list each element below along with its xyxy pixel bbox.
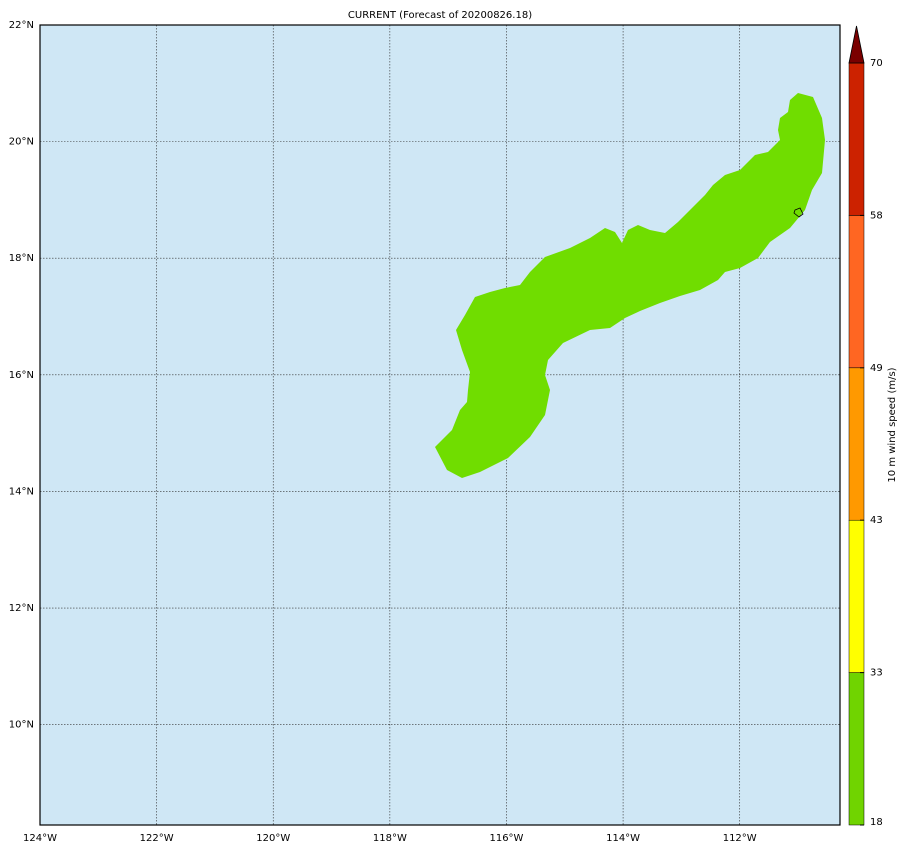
colorbar-segment [848, 367, 865, 521]
colorbar-segment [848, 62, 865, 216]
x-tick-label: 122°W [140, 833, 174, 844]
y-tick-label: 10°N [9, 720, 34, 731]
colorbar-tick-label: 70 [870, 58, 883, 69]
colorbar-segment [848, 215, 865, 369]
colorbar-segment [848, 519, 865, 673]
ocean [40, 25, 840, 825]
island [793, 207, 804, 218]
map-title: CURRENT (Forecast of 20200826.18) [348, 10, 532, 21]
x-tick-label: 114°W [606, 833, 640, 844]
colorbar-tick-label: 43 [870, 515, 883, 526]
x-tick-label: 116°W [489, 833, 523, 844]
y-tick-label: 22°N [9, 20, 34, 31]
y-tick-label: 18°N [9, 253, 34, 264]
colorbar-label: 10 m wind speed (m/s) [887, 367, 898, 482]
y-tick-label: 16°N [9, 370, 34, 381]
y-tick-label: 20°N [9, 137, 34, 148]
colorbar-tick-label: 49 [870, 363, 883, 374]
colorbar-tick-label: 58 [870, 210, 883, 221]
x-tick-label: 112°W [723, 833, 757, 844]
colorbar-tick-label: 33 [870, 668, 883, 679]
colorbar-tick-label: 18 [870, 817, 883, 828]
colorbar-segment [848, 672, 865, 826]
y-tick-label: 12°N [9, 603, 34, 614]
map-frame [39, 24, 841, 826]
wind-swath [435, 93, 825, 478]
colorbar-extend [848, 25, 865, 64]
x-tick-label: 118°W [373, 833, 407, 844]
x-tick-label: 120°W [256, 833, 290, 844]
y-tick-label: 14°N [9, 486, 34, 497]
x-tick-label: 124°W [23, 833, 57, 844]
